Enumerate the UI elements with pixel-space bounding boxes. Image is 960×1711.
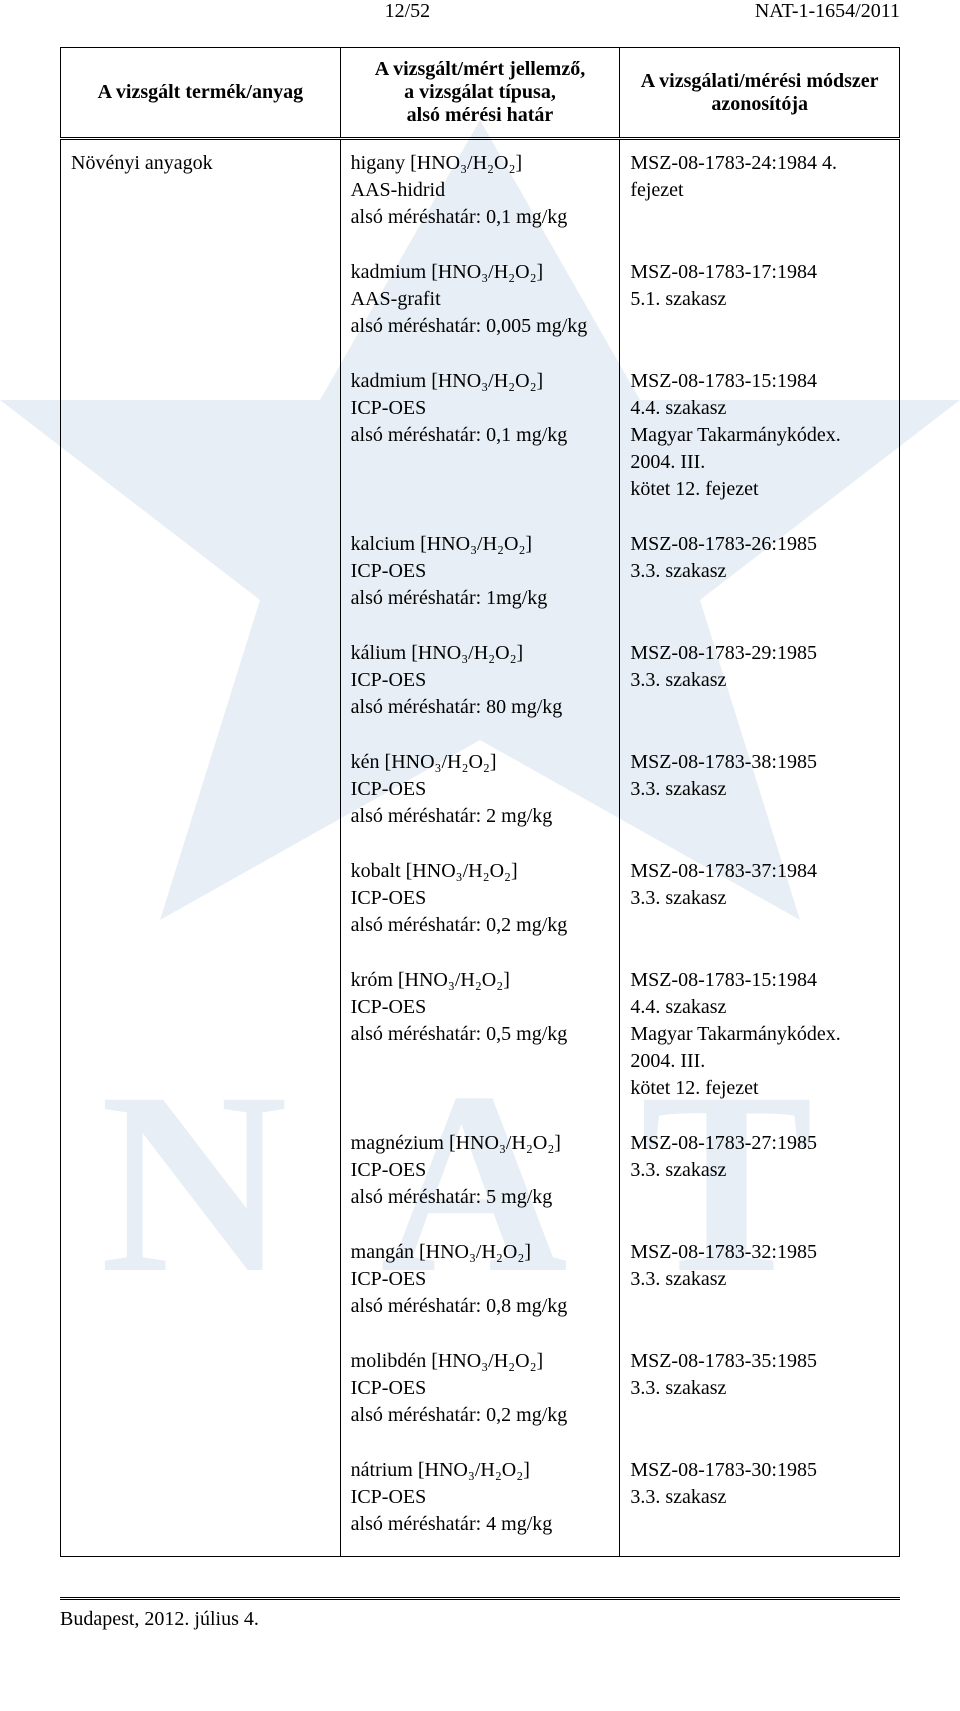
param-cell: molibdén [HNO₃/H₂O₂]ICP-OESalsó méréshat…: [341, 1338, 620, 1447]
param-cell: króm [HNO₃/H₂O₂]ICP-OESalsó méréshatár: …: [341, 957, 620, 1066]
param-cell: kén [HNO₃/H₂O₂]ICP-OESalsó méréshatár: 2…: [341, 739, 620, 848]
method-cell: MSZ-08-1783-37:19843.3. szakasz: [620, 848, 899, 930]
method-cell: MSZ-08-1783-27:19853.3. szakasz: [620, 1120, 899, 1202]
footer-rule: [60, 1597, 900, 1600]
param-cell: kobalt [HNO₃/H₂O₂]ICP-OESalsó méréshatár…: [341, 848, 620, 957]
param-cell: magnézium [HNO₃/H₂O₂]ICP-OESalsó mérésha…: [341, 1120, 620, 1229]
method-cell: MSZ-08-1783-15:19844.4. szakaszMagyar Ta…: [620, 957, 899, 1120]
param-cell: kalcium [HNO₃/H₂O₂]ICP-OESalsó méréshatá…: [341, 521, 620, 630]
product-cell: [61, 630, 340, 658]
method-cell: MSZ-08-1783-32:19853.3. szakasz: [620, 1229, 899, 1311]
product-cell: [61, 1447, 340, 1475]
param-cell: kadmium [HNO₃/H₂O₂]ICP-OESalsó méréshatá…: [341, 358, 620, 467]
product-cell: [61, 1120, 340, 1148]
method-cell: MSZ-08-1783-15:19844.4. szakaszMagyar Ta…: [620, 358, 899, 521]
method-cell: MSZ-08-1783-38:19853.3. szakasz: [620, 739, 899, 821]
method-cell: MSZ-08-1783-26:19853.3. szakasz: [620, 521, 899, 603]
data-table: A vizsgált termék/anyag A vizsgált/mért …: [60, 47, 900, 1557]
product-cell: Növényi anyagok: [61, 140, 340, 182]
method-cell: MSZ-08-1783-17:19845.1. szakasz: [620, 249, 899, 331]
th-product: A vizsgált termék/anyag: [61, 48, 341, 139]
product-cell: [61, 1338, 340, 1366]
th-characteristic: A vizsgált/mért jellemző, a vizsgálat tí…: [340, 48, 620, 139]
product-cell: [61, 848, 340, 876]
method-cell: MSZ-08-1783-24:1984 4. fejezet: [620, 140, 899, 222]
param-cell: mangán [HNO₃/H₂O₂]ICP-OESalsó méréshatár…: [341, 1229, 620, 1338]
page-number: 12/52: [385, 0, 431, 23]
th-method-line2: azonosítója: [711, 93, 808, 115]
product-cell: [61, 358, 340, 386]
product-cell: [61, 1229, 340, 1257]
product-cell: [61, 521, 340, 549]
th-characteristic-line2: a vizsgálat típusa,: [404, 81, 556, 103]
product-cell: [61, 957, 340, 985]
param-cell: nátrium [HNO₃/H₂O₂]ICP-OESalsó méréshatá…: [341, 1447, 620, 1556]
product-cell: [61, 739, 340, 767]
th-characteristic-line1: A vizsgált/mért jellemző,: [375, 58, 585, 80]
footer-text: Budapest, 2012. július 4.: [60, 1608, 900, 1631]
doc-id: NAT-1-1654/2011: [755, 0, 900, 23]
th-method: A vizsgálati/mérési módszer azonosítója: [620, 48, 900, 139]
method-cell: MSZ-08-1783-29:19853.3. szakasz: [620, 630, 899, 712]
product-cell: [61, 249, 340, 277]
param-cell: kadmium [HNO₃/H₂O₂]AAS-grafitalsó mérésh…: [341, 249, 620, 358]
method-cell: MSZ-08-1783-30:19853.3. szakasz: [620, 1447, 899, 1529]
param-cell: kálium [HNO₃/H₂O₂]ICP-OESalsó méréshatár…: [341, 630, 620, 739]
th-method-line1: A vizsgálati/mérési módszer: [641, 70, 879, 92]
method-cell: MSZ-08-1783-35:19853.3. szakasz: [620, 1338, 899, 1420]
th-characteristic-line3: alsó mérési határ: [407, 104, 554, 126]
param-cell: higany [HNO₃/H₂O₂]AAS-hidridalsó mérésha…: [341, 140, 620, 249]
